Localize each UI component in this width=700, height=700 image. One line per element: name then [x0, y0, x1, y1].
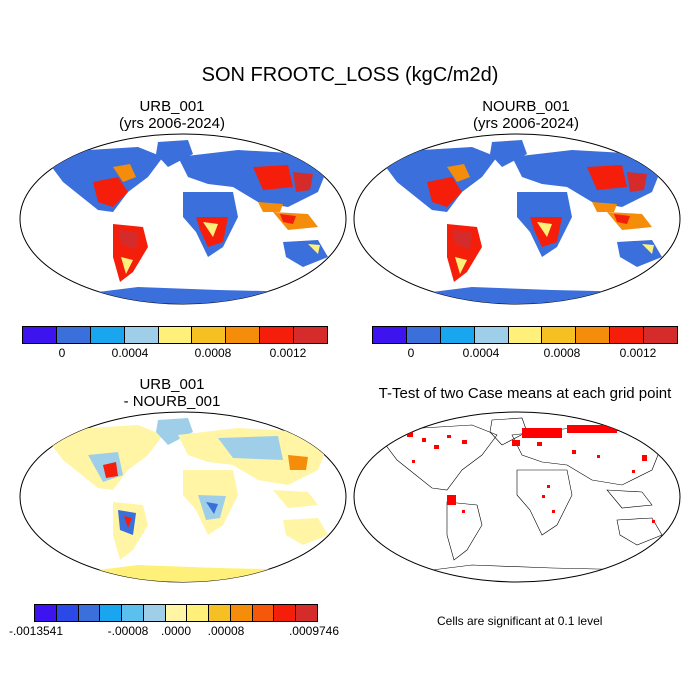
panel-title-line1: T-Test of two Case means at each grid po…: [378, 385, 672, 402]
colorbar-tick: 0.0008: [543, 346, 581, 360]
colorbar-swatch: [187, 605, 210, 621]
colorbar-tick: -.00008: [107, 624, 149, 638]
colorbar-swatch: [274, 605, 297, 621]
colorbar-swatch: [158, 327, 193, 343]
colorbar-swatch: [508, 327, 543, 343]
colorbar-swatch: [124, 327, 159, 343]
colorbar-swatch: [610, 327, 645, 343]
colorbar-swatch: [56, 605, 79, 621]
colorbar-urb: [22, 326, 328, 344]
colorbar-swatch: [143, 605, 166, 621]
colorbar-diff: [34, 604, 318, 622]
colorbar-swatch: [209, 605, 231, 621]
colorbar-tick: 0.0004: [111, 346, 149, 360]
colorbar-nourb: [372, 326, 678, 344]
panel-title-ttest: T-Test of two Case means at each grid po…: [345, 385, 700, 402]
panel-title-line1: URB_001: [139, 98, 205, 115]
colorbar-swatch: [122, 605, 144, 621]
panel-title-line2: - NOURB_001: [123, 393, 221, 410]
colorbar-swatch: [23, 327, 57, 343]
colorbar-tick: .0009746: [288, 624, 340, 638]
colorbar-swatch: [296, 605, 317, 621]
map-urb: [19, 133, 347, 305]
colorbar-tick: -.0013541: [8, 624, 64, 638]
colorbar-swatch: [440, 327, 475, 343]
colorbar-tick: 0.0008: [194, 346, 232, 360]
colorbar-tick: .00008: [207, 624, 245, 638]
map-ttest: [353, 411, 681, 583]
colorbar-swatch: [252, 605, 275, 621]
significant-cells: [407, 425, 655, 523]
colorbar-swatch: [644, 327, 678, 343]
colorbar-swatch: [230, 605, 253, 621]
colorbar-tick: 0: [407, 346, 415, 360]
map-outline: [353, 411, 681, 583]
colorbar-tick: 0: [58, 346, 66, 360]
colorbar-swatch: [165, 605, 188, 621]
land-fill: [48, 418, 328, 582]
colorbar-tick: 0.0012: [269, 346, 307, 360]
colorbar-swatch: [406, 327, 441, 343]
figure-title: SON FROOTC_LOSS (kgC/m2d): [201, 64, 499, 86]
colorbar-swatch: [56, 327, 91, 343]
panel-title-line1: NOURB_001: [482, 98, 570, 115]
colorbar-tick: 0.0012: [619, 346, 657, 360]
colorbar-swatch: [78, 605, 101, 621]
colorbar-swatch: [100, 605, 123, 621]
colorbar-swatch: [90, 327, 125, 343]
significance-note: Cells are significant at 0.1 level: [437, 614, 603, 628]
colorbar-swatch: [260, 327, 295, 343]
map-nourb: [353, 133, 681, 305]
panel-title-line2: (yrs 2006-2024): [473, 115, 579, 132]
panel-title-line2: (yrs 2006-2024): [119, 115, 225, 132]
colorbar-swatch: [474, 327, 509, 343]
panel-title-line1: URB_001: [139, 376, 205, 393]
colorbar-swatch: [542, 327, 577, 343]
colorbar-swatch: [373, 327, 407, 343]
panel-title-diff: URB_001 - NOURB_001: [7, 376, 337, 410]
panel-title-urb: URB_001 (yrs 2006-2024): [7, 98, 337, 132]
colorbar-swatch: [576, 327, 611, 343]
map-diff: [19, 411, 347, 583]
panel-title-nourb: NOURB_001 (yrs 2006-2024): [361, 98, 691, 132]
colorbar-swatch: [294, 327, 328, 343]
colorbar-tick: .0000: [160, 624, 192, 638]
colorbar-swatch: [192, 327, 227, 343]
colorbar-swatch: [35, 605, 57, 621]
colorbar-swatch: [226, 327, 261, 343]
colorbar-tick: 0.0004: [462, 346, 500, 360]
